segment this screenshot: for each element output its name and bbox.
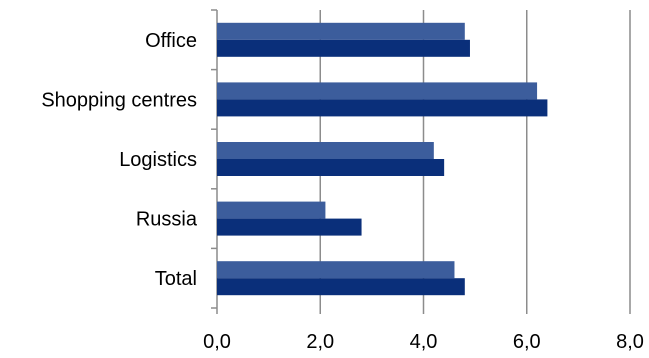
bars [217,22,548,296]
x-tick-label-4: 8,0 [616,331,644,353]
x-tick-label-0: 0,0 [203,331,231,353]
bar-series1-3 [217,201,326,219]
x-tick-label-1: 2,0 [306,331,334,353]
category-label-2: Logistics [119,149,197,171]
bar-series1-2 [217,142,434,159]
bar-series1-1 [217,82,538,100]
bar-series2-2 [217,159,445,176]
x-tick-label-2: 4,0 [410,331,438,353]
bar-series2-0 [217,39,470,57]
category-label-3: Russia [136,209,198,231]
category-label-1: Shopping centres [41,89,197,111]
category-label-4: Total [155,268,197,290]
x-tick-label-3: 6,0 [513,331,541,353]
category-label-0: Office [145,30,197,52]
bar-series2-3 [217,218,362,236]
bar-series1-4 [217,261,455,279]
bar-series2-1 [217,99,548,117]
bar-series2-4 [217,278,465,296]
labels: 0,0 2,0 4,0 6,0 8,0 Office Shopping centres Log… [41,30,644,353]
bar-series1-0 [217,22,465,40]
